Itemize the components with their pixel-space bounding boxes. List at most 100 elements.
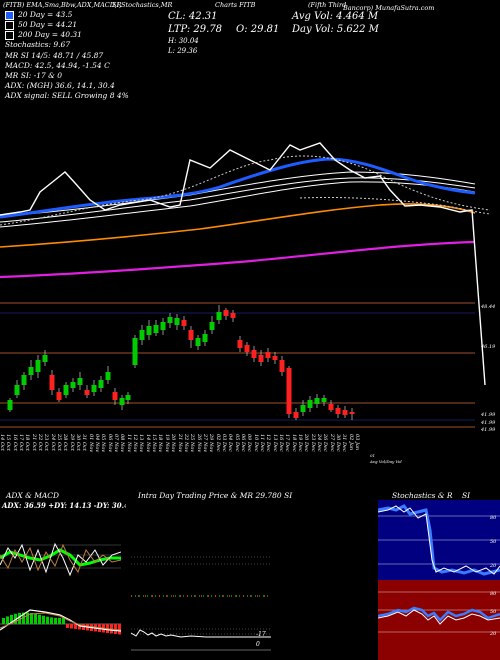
- date-tick: 18 Dec: [290, 434, 297, 452]
- candle-body: [251, 350, 257, 358]
- stochastics-panel: 80 50 20: [378, 500, 500, 580]
- mr-zero: 0: [256, 641, 260, 648]
- legend-item-200day: 200 Day = 40.31: [5, 30, 129, 40]
- date-tick: 19 Dec: [296, 434, 303, 452]
- candle-body: [335, 408, 341, 414]
- adx-value: ADX: (MGH) 36.6, 14.1, 30.4: [5, 80, 115, 90]
- band-line-2: [0, 177, 476, 223]
- plus-di-line: [0, 542, 121, 577]
- date-tick: 08 Nov: [119, 434, 126, 453]
- footer-note-num: 01: [370, 453, 376, 458]
- price-label-2: 46.19: [480, 344, 496, 350]
- macd-bar: [30, 613, 33, 624]
- rsi-tick-20: 20: [489, 631, 497, 637]
- stochastics-value: Stochastics: 9.67: [5, 40, 71, 50]
- company-name: (Fifth Third: [308, 1, 347, 9]
- macd-bar: [118, 624, 121, 635]
- date-tick: 17 Oct: [18, 434, 25, 451]
- sma-200-line: [0, 240, 476, 279]
- macd-bar: [26, 612, 29, 624]
- macd-bar: [38, 614, 41, 624]
- date-tick: 26 Nov: [195, 434, 202, 453]
- stoch-si-label: SI: [462, 491, 471, 500]
- day-volume: Day Vol: 5.622 M: [292, 24, 379, 35]
- date-tick: 23 Dec: [309, 434, 316, 452]
- stoch-tick-50: 50: [490, 539, 497, 545]
- mr-si-2-value: MR SI: -17 & 0: [5, 70, 63, 80]
- ltp-price: LTP: 29.78: [168, 24, 223, 35]
- open-price: O: 29.81: [236, 24, 280, 35]
- legend-item-50day: 50 Day = 44.21: [5, 20, 129, 30]
- date-tick: 12 Nov: [132, 434, 139, 453]
- candle-body: [125, 395, 131, 400]
- date-tick: 28 Oct: [62, 434, 69, 451]
- header-indicators-2: SI,Stochastics,MR: [112, 1, 173, 9]
- candle-body: [160, 322, 166, 330]
- candle-body: [188, 330, 194, 340]
- adx-panel-title: ADX & MACD: [6, 491, 60, 500]
- candle-body: [307, 400, 313, 408]
- candle-body: [91, 385, 97, 392]
- adx-values: ADX: 36.59 +DY: 14.13 -DY: 30.43: [2, 501, 134, 510]
- date-tick: 21 Nov: [176, 434, 183, 453]
- band-line-3: [0, 171, 476, 217]
- stoch-k-line: [378, 504, 500, 576]
- intraday-panel-title: Intra Day Trading Price & MR 29.780 SI: [138, 491, 293, 500]
- candle-body: [244, 345, 250, 352]
- dotted-line-2: [299, 196, 491, 215]
- candle-body: [14, 385, 20, 395]
- date-tick: 09 Dec: [246, 434, 253, 452]
- adx-macd-chart: [0, 542, 121, 635]
- candle-body: [216, 312, 222, 320]
- candle-body: [209, 322, 215, 330]
- date-tick: 06 Nov: [106, 434, 113, 453]
- date-tick: 02 Jan: [347, 434, 354, 451]
- date-tick: 12 Dec: [265, 434, 272, 452]
- macd-bar: [62, 617, 65, 624]
- rsi-chart: 80 50 20: [378, 591, 500, 637]
- legend-item-20day: 20 Day = 43.5: [5, 10, 129, 20]
- date-tick: 10 Dec: [252, 434, 259, 452]
- macd-bar: [6, 616, 9, 624]
- date-tick: 29 Nov: [208, 434, 215, 453]
- mr-value: -17: [256, 631, 266, 638]
- date-tick: 27 Nov: [201, 434, 208, 453]
- price-label-5: 41.99: [480, 427, 496, 433]
- date-tick: 02 Dec: [214, 434, 221, 452]
- candle-body: [105, 372, 111, 380]
- candle-body: [119, 398, 125, 405]
- price-label-3: 41.99: [480, 412, 496, 418]
- candle-body: [314, 398, 320, 404]
- candle-body: [342, 410, 348, 415]
- ema-orange-line: [0, 203, 476, 248]
- date-tick: 01 Nov: [87, 434, 94, 453]
- date-tick: 13 Dec: [271, 434, 278, 452]
- close-price: CL: 42.31: [168, 11, 218, 22]
- macd-bar: [2, 618, 5, 624]
- legend: 20 Day = 43.5 50 Day = 44.21 200 Day = 4…: [5, 10, 129, 101]
- macd-bar: [54, 617, 57, 624]
- candle-body: [63, 385, 69, 395]
- date-tick: 30 Dec: [334, 434, 341, 452]
- candle-body: [139, 330, 145, 340]
- low-price: L: 29.36: [168, 47, 198, 55]
- date-tick: 14 Nov: [144, 434, 151, 453]
- date-tick: 21 Oct: [30, 434, 37, 451]
- macd-bar: [58, 617, 61, 624]
- candle-body: [265, 352, 271, 358]
- candles: [7, 305, 355, 420]
- intraday-panel: -17 0: [126, 500, 370, 660]
- stoch-tick-20: 20: [489, 563, 497, 569]
- date-tick: 14 Oct: [0, 434, 5, 451]
- candle-body: [272, 356, 278, 360]
- date-tick: 31 Oct: [81, 434, 88, 451]
- mr-line: [130, 629, 271, 638]
- date-tick: 19 Nov: [163, 434, 170, 453]
- date-tick: 18 Nov: [157, 434, 164, 453]
- candle-body: [258, 355, 264, 362]
- price-label-4: 41.99: [480, 420, 496, 426]
- date-tick: 11 Dec: [258, 434, 265, 452]
- date-tick: 03 Dec: [220, 434, 227, 452]
- date-axis: 14 Oct 15 Oct 16 Oct 17 Oct 18 Oct 21 Oct 22 O…: [0, 434, 480, 480]
- date-tick: 13 Nov: [138, 434, 145, 453]
